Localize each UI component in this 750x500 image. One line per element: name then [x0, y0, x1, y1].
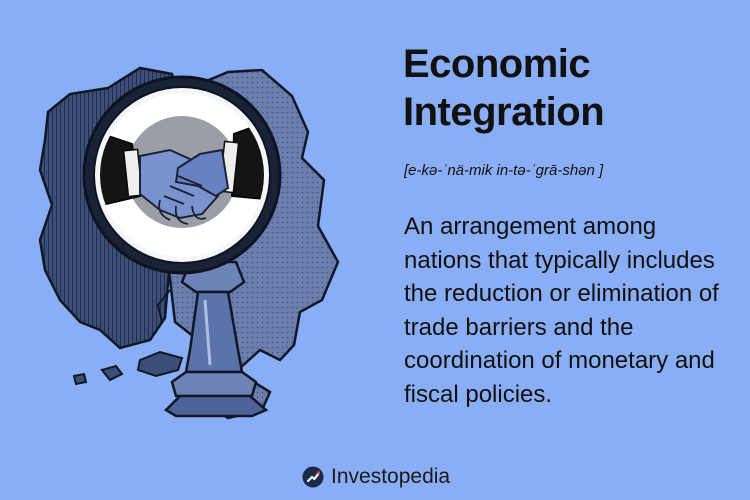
- pronunciation: [e-kə-ˈnä-mik in-tə-ˈgrā-shən ]: [404, 162, 604, 179]
- brand-logo: Investopedia: [302, 465, 450, 489]
- definition-text: An arrangement among nations that typica…: [404, 213, 719, 408]
- illustration: [38, 66, 340, 420]
- investopedia-logo-icon: [302, 466, 324, 488]
- right-sleeve: [230, 118, 264, 202]
- map-island: [100, 364, 124, 382]
- handshake-icon: [139, 148, 230, 225]
- brand-name: Investopedia: [331, 465, 451, 488]
- map-island: [136, 350, 184, 378]
- page-title: Economic Integration: [403, 42, 605, 134]
- map-island: [72, 372, 88, 386]
- magnifier-handle: [163, 260, 269, 418]
